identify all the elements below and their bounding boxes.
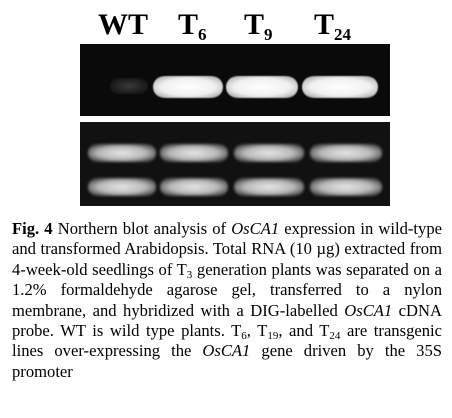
northern-blot-panel (80, 44, 390, 116)
rrna-band-upper (88, 144, 156, 162)
band-t6 (153, 76, 223, 98)
rrna-loading-gel (80, 122, 390, 206)
gene-name: OsCA1 (231, 219, 280, 238)
lane-label-t24: T24 (314, 8, 352, 44)
rrna-band-upper (234, 144, 304, 162)
band-wt (110, 78, 148, 94)
band-t9 (226, 76, 298, 98)
rrna-band-upper (160, 144, 228, 162)
lane-label-t6: T6 (178, 8, 207, 44)
rrna-band-lower (160, 178, 228, 196)
figure-label: Fig. 4 (12, 219, 53, 238)
lane-label-t9: T9 (244, 8, 273, 44)
rrna-band-upper (310, 144, 382, 162)
rrna-band-lower (88, 178, 156, 196)
figure-caption: Fig. 4 Northern blot analysis of OsCA1 e… (12, 219, 442, 381)
lane-label-wt: WT (98, 8, 149, 41)
gene-name: OsCA1 (344, 300, 393, 320)
northern-blot-figure: WT T6 T9 T24 (80, 8, 390, 206)
band-t24 (302, 76, 378, 98)
rrna-band-lower (310, 178, 382, 196)
gene-name: OsCA1 (202, 341, 251, 361)
rrna-band-lower (234, 178, 304, 196)
